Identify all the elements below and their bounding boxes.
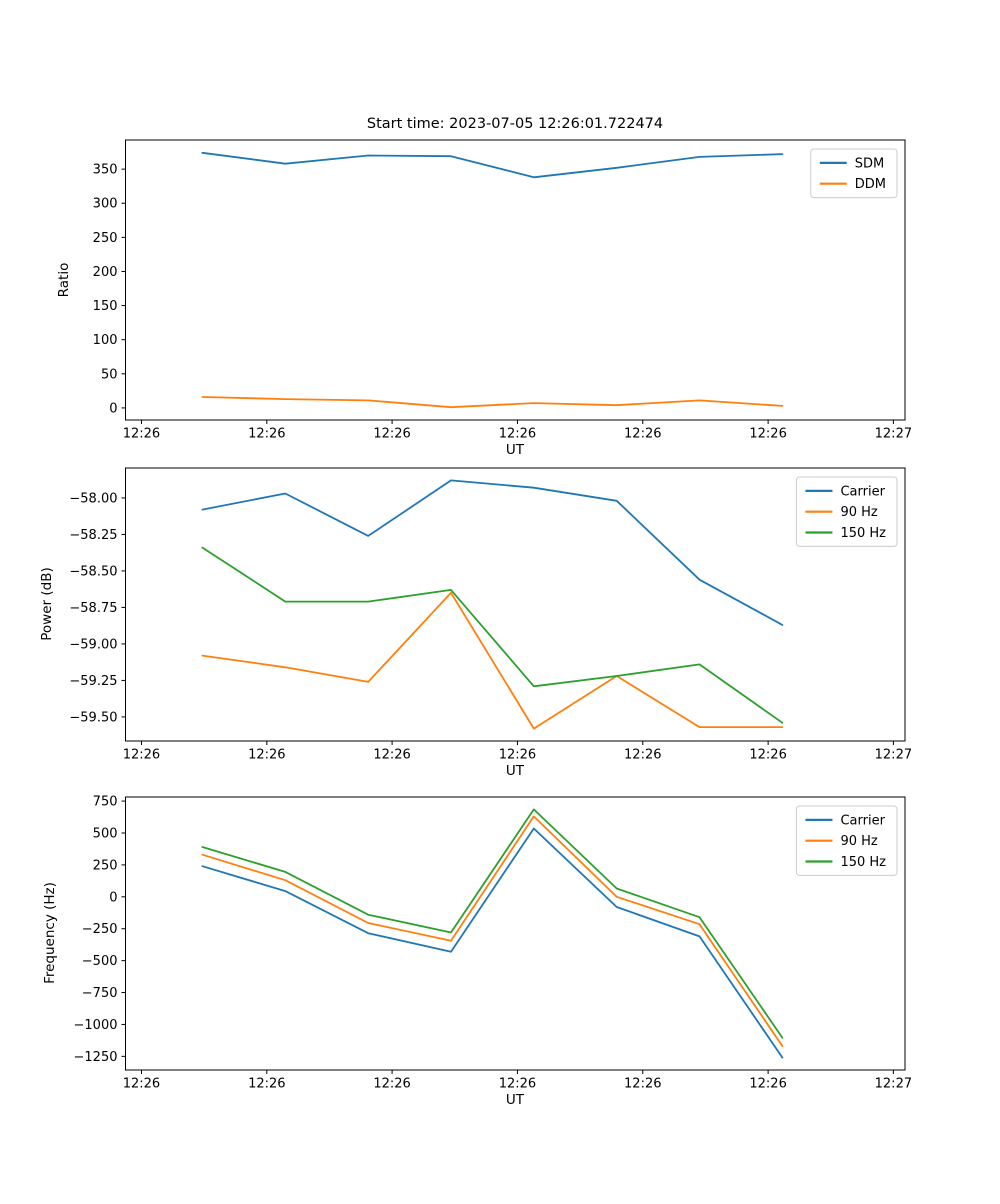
axes-spines [125, 139, 906, 421]
x-tick-label: 12:26 [749, 748, 786, 763]
y-tick-label: −1000 [74, 1018, 118, 1033]
xlabel-ut-2: UT [505, 763, 525, 779]
y-tick-label: −58.25 [69, 528, 117, 543]
legend-box [795, 805, 898, 876]
y-tick-label: 50 [101, 367, 118, 382]
x-tick-label: 12:26 [749, 1077, 786, 1092]
x-tick-label: 12:26 [624, 748, 661, 763]
legend-label: SDM [855, 156, 884, 171]
ylabel-power: Power (dB) [39, 567, 55, 641]
y-tick-label: −58.50 [69, 564, 117, 579]
x-tick-label: 12:27 [875, 1077, 912, 1092]
y-tick-label: −750 [82, 986, 118, 1001]
legend-box [795, 476, 898, 547]
series-line-carrier [201, 479, 784, 626]
series-line-90-hz [201, 815, 784, 1047]
y-tick-label: −250 [82, 922, 118, 937]
ylabel-frequency: Frequency (Hz) [42, 882, 58, 984]
figure-title: Start time: 2023-07-05 12:26:01.722474 [366, 116, 664, 132]
x-tick-label: 12:26 [248, 427, 285, 442]
y-tick-label: −59.00 [69, 637, 117, 652]
y-tick-label: −59.25 [69, 674, 117, 689]
legend-label: DDM [855, 177, 886, 192]
y-tick-label: −58.75 [69, 601, 117, 616]
legend-label: 90 Hz [840, 505, 877, 520]
x-tick-label: 12:26 [624, 427, 661, 442]
x-tick-label: 12:26 [499, 427, 536, 442]
legend-label: 150 Hz [840, 855, 886, 870]
axes-spines [125, 467, 906, 742]
axes-3: −1250 −1000 −750 −500 −250 0 250 500 750 12:26 12:… [74, 795, 913, 1092]
legend-label: Carrier [840, 813, 885, 828]
legend-label: 150 Hz [840, 526, 886, 541]
x-tick-label: 12:26 [123, 1077, 160, 1092]
y-tick-label: 350 [93, 163, 118, 178]
x-tick-label: 12:26 [624, 1077, 661, 1092]
y-tick-label: 250 [93, 858, 118, 873]
x-tick-label: 12:26 [248, 748, 285, 763]
axes-spines [125, 796, 906, 1071]
x-tick-label: 12:27 [875, 748, 912, 763]
series-line-carrier [201, 827, 784, 1059]
y-tick-label: 200 [93, 265, 118, 280]
series-line-ddm [201, 396, 784, 409]
legend-label: 90 Hz [840, 834, 877, 849]
y-tick-label: −59.50 [69, 710, 117, 725]
xlabel-ut-1: UT [505, 442, 525, 458]
y-tick-label: −1250 [74, 1050, 118, 1065]
axes-1: 0 50 100 150 200 250 300 350 12:26 12:26 12:26 12:2… [93, 139, 912, 442]
x-tick-label: 12:26 [499, 1077, 536, 1092]
x-tick-label: 12:26 [499, 748, 536, 763]
x-tick-label: 12:27 [875, 427, 912, 442]
legend-box [810, 148, 898, 199]
x-tick-label: 12:26 [373, 748, 410, 763]
y-tick-label: 250 [93, 231, 118, 246]
y-tick-label: 150 [93, 299, 118, 314]
y-tick-label: 750 [93, 795, 118, 810]
y-tick-label: 0 [109, 890, 117, 905]
x-tick-label: 12:26 [123, 748, 160, 763]
y-tick-label: −500 [82, 954, 118, 969]
y-tick-label: 300 [93, 197, 118, 212]
series-line-sdm [201, 151, 784, 179]
xlabel-ut-3: UT [505, 1092, 525, 1108]
y-tick-label: 500 [93, 826, 118, 841]
x-tick-label: 12:26 [248, 1077, 285, 1092]
y-tick-label: 0 [109, 401, 117, 416]
x-tick-label: 12:26 [749, 427, 786, 442]
legend-label: Carrier [840, 484, 885, 499]
y-tick-label: −58.00 [69, 491, 117, 506]
series-line-90-hz [201, 591, 784, 730]
y-tick-label: 100 [93, 333, 118, 348]
series-line-150-hz [201, 808, 784, 1039]
x-tick-label: 12:26 [373, 1077, 410, 1092]
x-tick-label: 12:26 [123, 427, 160, 442]
ylabel-ratio: Ratio [56, 262, 72, 298]
x-tick-label: 12:26 [373, 427, 410, 442]
series-line-150-hz [201, 546, 784, 724]
axes-2: −59.50 −59.25 −59.00 −58.75 −58.50 −58.25 −58.… [69, 467, 912, 763]
